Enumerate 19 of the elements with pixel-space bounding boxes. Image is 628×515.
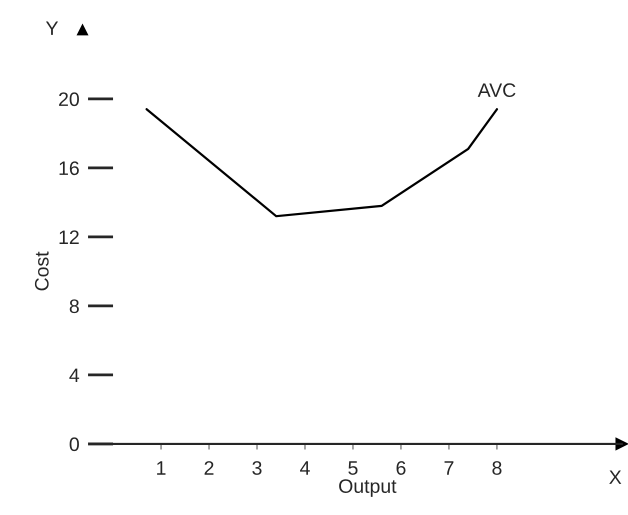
- y-tick-label: 20: [59, 92, 79, 106]
- y-tick-label: 12: [60, 230, 79, 244]
- x-tick-label: 7: [444, 461, 454, 475]
- x-tick-label: 6: [396, 461, 406, 475]
- y-tick-label: 16: [60, 161, 79, 176]
- x-tick-label: 2: [204, 461, 214, 475]
- x-tick-label: 5: [348, 461, 358, 475]
- x-tick-label: 3: [252, 461, 262, 475]
- series-label: AVC: [478, 83, 516, 98]
- y-axis-title: Cost: [34, 252, 49, 290]
- text: Y: [46, 22, 58, 35]
- y-tick-label: 0: [70, 437, 79, 452]
- x-tick-label: 8: [492, 461, 502, 475]
- x-tick-label: 1: [157, 461, 166, 475]
- y-tick-label: 8: [70, 299, 79, 314]
- x-axis-title: Output: [339, 479, 396, 497]
- y-tick-label: 4: [69, 368, 80, 382]
- text: X: [609, 470, 622, 484]
- x-tick-label: 4: [300, 461, 310, 475]
